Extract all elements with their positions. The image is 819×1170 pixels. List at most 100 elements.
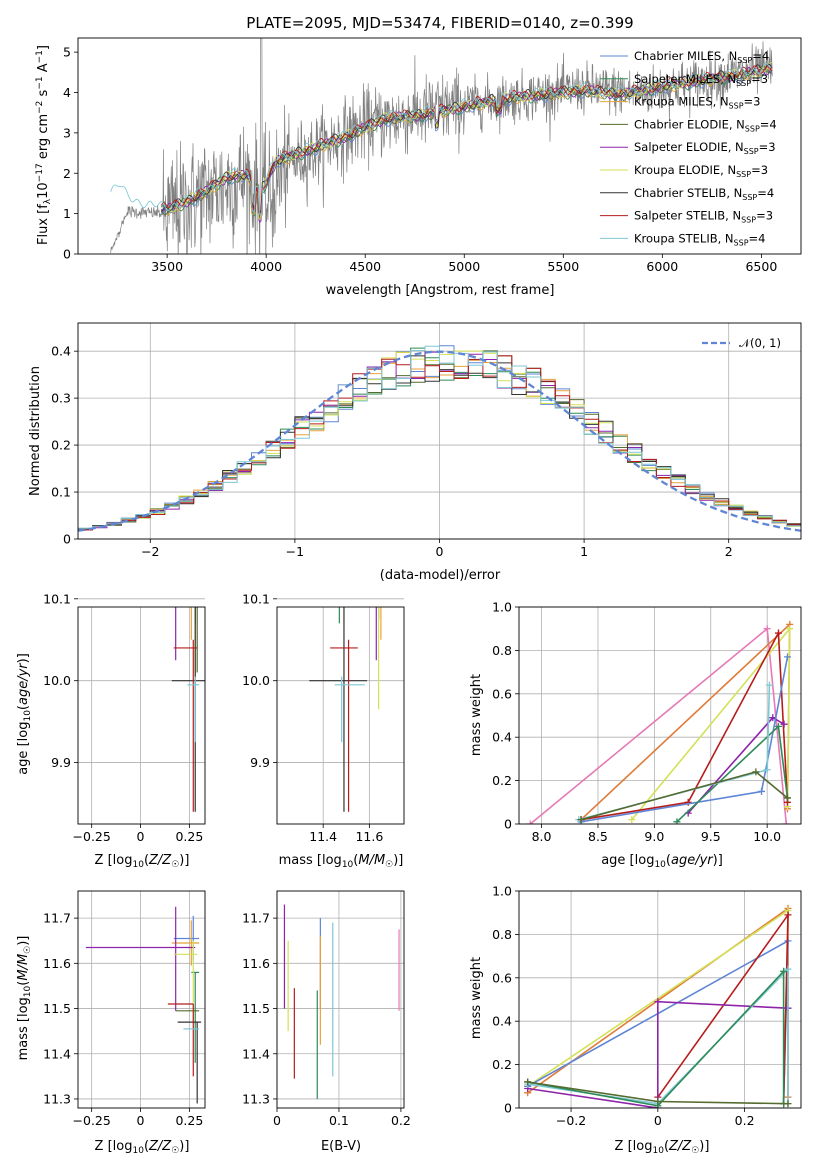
x-tick-label: 0.2 [735,1113,755,1128]
x-tick-label: 9.5 [701,829,721,844]
point-marker [784,1100,792,1108]
x-tick-label: −2 [141,544,159,559]
y-tick-label: 0.6 [492,686,512,701]
model-spectrum-7 [160,63,773,214]
x-tick-label: 0 [436,544,444,559]
point-marker [765,681,773,689]
mass-weight-line-5 [527,1000,789,1108]
age-vs-z-xlabel: Z [log10(Z/Z☉)] [95,853,190,870]
legend-count: =3 [744,95,761,109]
legend-subscript: SSP [745,124,760,133]
point-marker [774,722,782,730]
residuals-panel: −2 −1 0 1 200.10.20.30.4 (data-model)/error … [28,322,802,583]
mass-vs-z-ylabel: mass [log10(M/M☉)] [16,936,33,1061]
point-marker [763,625,771,633]
legend-label-5: Salpeter ELODIE, NSSP=3 [634,140,776,156]
mass-vs-z-xlabel: Z [log10(Z/Z☉)] [95,1139,190,1156]
point-marker [780,720,788,728]
legend-count: =4 [757,186,774,200]
legend-subscript: SSP [741,216,756,225]
spectrum-xlabel: wavelength [Angstrom, rest frame] [326,283,555,298]
legend-count: =4 [752,49,769,63]
legend-label-6: Kroupa ELODIE, NSSP=3 [634,163,768,179]
y-tick-label: 1.0 [492,884,512,899]
y-tick-label: 11.5 [43,1001,71,1016]
x-tick-label: 0 [273,1113,281,1128]
x-tick-label: 0.25 [175,829,203,844]
x-tick-label: 0.1 [329,1113,349,1128]
legend-subscript: SSP [742,193,757,202]
y-tick-label: 5 [63,45,71,60]
legend-count: =3 [751,163,768,177]
x-tick-label: 4500 [349,259,381,274]
y-tick-label: 11.7 [43,911,71,926]
age-vs-metallicity-panel: −0.25 0 0.25 9.9 10.0 10.1 Z [log10(Z/Z☉)] ag… [16,591,206,870]
axes-frame [518,606,802,825]
spectrum-panel: PLATE=2095, MJD=53474, FIBERID=0140, z=0… [35,14,802,298]
legend-subscript: SSP [729,102,744,111]
y-tick-label: 11.7 [242,911,270,926]
y-tick-label: 3 [63,125,71,140]
age-vs-z-ylabel: age [log10(age/yr)] [16,653,33,775]
legend-subscript: SSP [736,79,751,88]
massweight-vs-z-xlabel: Z [log10(Z/Z☉)] [615,1139,710,1156]
age-vs-mass-panel: 11.4 11.6 9.9 10.0 10.1 mass [log10(M/M☉)] [242,591,405,870]
y-tick-label: 9.9 [250,755,270,770]
x-tick-label: 4000 [250,259,282,274]
mass-vs-ebv-xlabel: E(B-V) [321,1139,361,1154]
point-marker [782,820,790,824]
y-tick-label: 11.3 [43,1091,71,1106]
point-marker [780,967,788,975]
point-marker [786,625,794,633]
y-tick-label: 0.2 [492,773,512,788]
point-marker [654,998,662,1006]
legend-count: =3 [751,72,768,86]
y-tick-label: 11.6 [242,956,270,971]
axes-frame [77,37,802,255]
y-tick-label: 0.8 [492,643,512,658]
x-tick-label: −0.25 [73,829,111,844]
legend-label-8: Salpeter STELIB, NSSP=3 [634,209,773,225]
y-tick-label: 0 [63,532,71,547]
y-tick-label: 9.9 [51,755,71,770]
y-tick-label: 0.2 [492,1057,512,1072]
x-tick-label: 0 [137,829,145,844]
legend-label-7: Chabrier STELIB, NSSP=4 [634,186,774,202]
y-tick-label: 0.4 [51,344,71,359]
y-tick-label: 2 [63,166,71,181]
legend-label-4: Chabrier ELODIE, NSSP=4 [634,117,777,133]
x-tick-label: 3500 [151,259,183,274]
point-marker [673,818,681,824]
y-tick-label: 4 [63,85,71,100]
point-marker [752,768,760,776]
x-tick-label: 0 [137,1113,145,1128]
axes-frame [518,890,802,1109]
point-marker [654,1097,662,1105]
x-tick-label: −0.25 [73,1113,111,1128]
point-marker [526,820,534,824]
point-marker [763,766,771,774]
legend-label-9: Kroupa STELIB, NSSP=4 [634,231,765,247]
age-vs-mass-xlabel: mass [log10(M/M☉)] [279,853,404,870]
x-tick-label: 8.0 [532,829,552,844]
y-tick-label: 11.5 [242,1001,270,1016]
x-tick-label: 10.0 [753,829,781,844]
legend-subscript: SSP [736,170,751,179]
y-tick-label: 10.0 [43,673,71,688]
residuals-legend: 𝒩(0, 1) [702,336,781,350]
y-tick-label: 0.2 [51,438,71,453]
x-tick-label: 8.5 [588,829,608,844]
legend-label-normal: 𝒩(0, 1) [739,336,781,350]
legend-subscript: SSP [734,238,749,247]
y-tick-label: 0.8 [492,927,512,942]
y-tick-label: 1 [63,206,71,221]
x-tick-label: 0.25 [175,1113,203,1128]
mass-vs-ebv-panel: 0 0.1 0.2 11.3 11.4 11.5 11.6 11.7 E(B-V) [242,890,411,1154]
y-tick-label: 0.1 [51,485,71,500]
histogram-series-7 [78,355,801,530]
x-tick-label: 5000 [448,259,480,274]
massweight-vs-z-ylabel: mass weight [469,957,484,1039]
x-tick-label: 11.4 [309,829,337,844]
massweight-vs-age-ylabel: mass weight [469,674,484,756]
